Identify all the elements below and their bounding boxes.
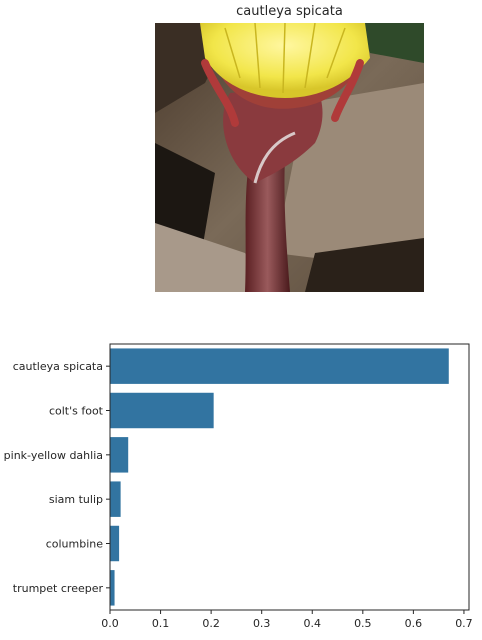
bar: [110, 392, 214, 429]
bar-chart: cautleya spicata colt's foot pink-yellow d…: [4, 343, 473, 630]
bar: [110, 481, 121, 517]
x-tick-label: 0.1: [152, 617, 170, 630]
y-tick-label: colt's foot: [49, 405, 104, 418]
x-tick-label: 0.5: [354, 617, 372, 630]
flower-photo: [155, 23, 424, 292]
x-tick-label: 0.4: [304, 617, 322, 630]
y-tick-label: pink-yellow dahlia: [4, 449, 103, 462]
bar: [110, 437, 129, 473]
y-tick-label: trumpet creeper: [13, 582, 104, 595]
x-tick-label: 0.2: [202, 617, 220, 630]
x-tick-label: 0.7: [455, 617, 473, 630]
bar: [110, 570, 115, 606]
x-tick-label: 0.3: [253, 617, 271, 630]
image-title: cautleya spicata: [236, 4, 343, 19]
y-tick-label: columbine: [46, 538, 104, 551]
y-tick-label: siam tulip: [49, 493, 103, 506]
y-tick-label: cautleya spicata: [13, 360, 103, 373]
x-tick-label: 0.0: [101, 617, 119, 630]
bar: [110, 348, 449, 384]
x-tick-label: 0.6: [405, 617, 423, 630]
plot-frame: [109, 343, 470, 611]
bar: [110, 525, 120, 562]
